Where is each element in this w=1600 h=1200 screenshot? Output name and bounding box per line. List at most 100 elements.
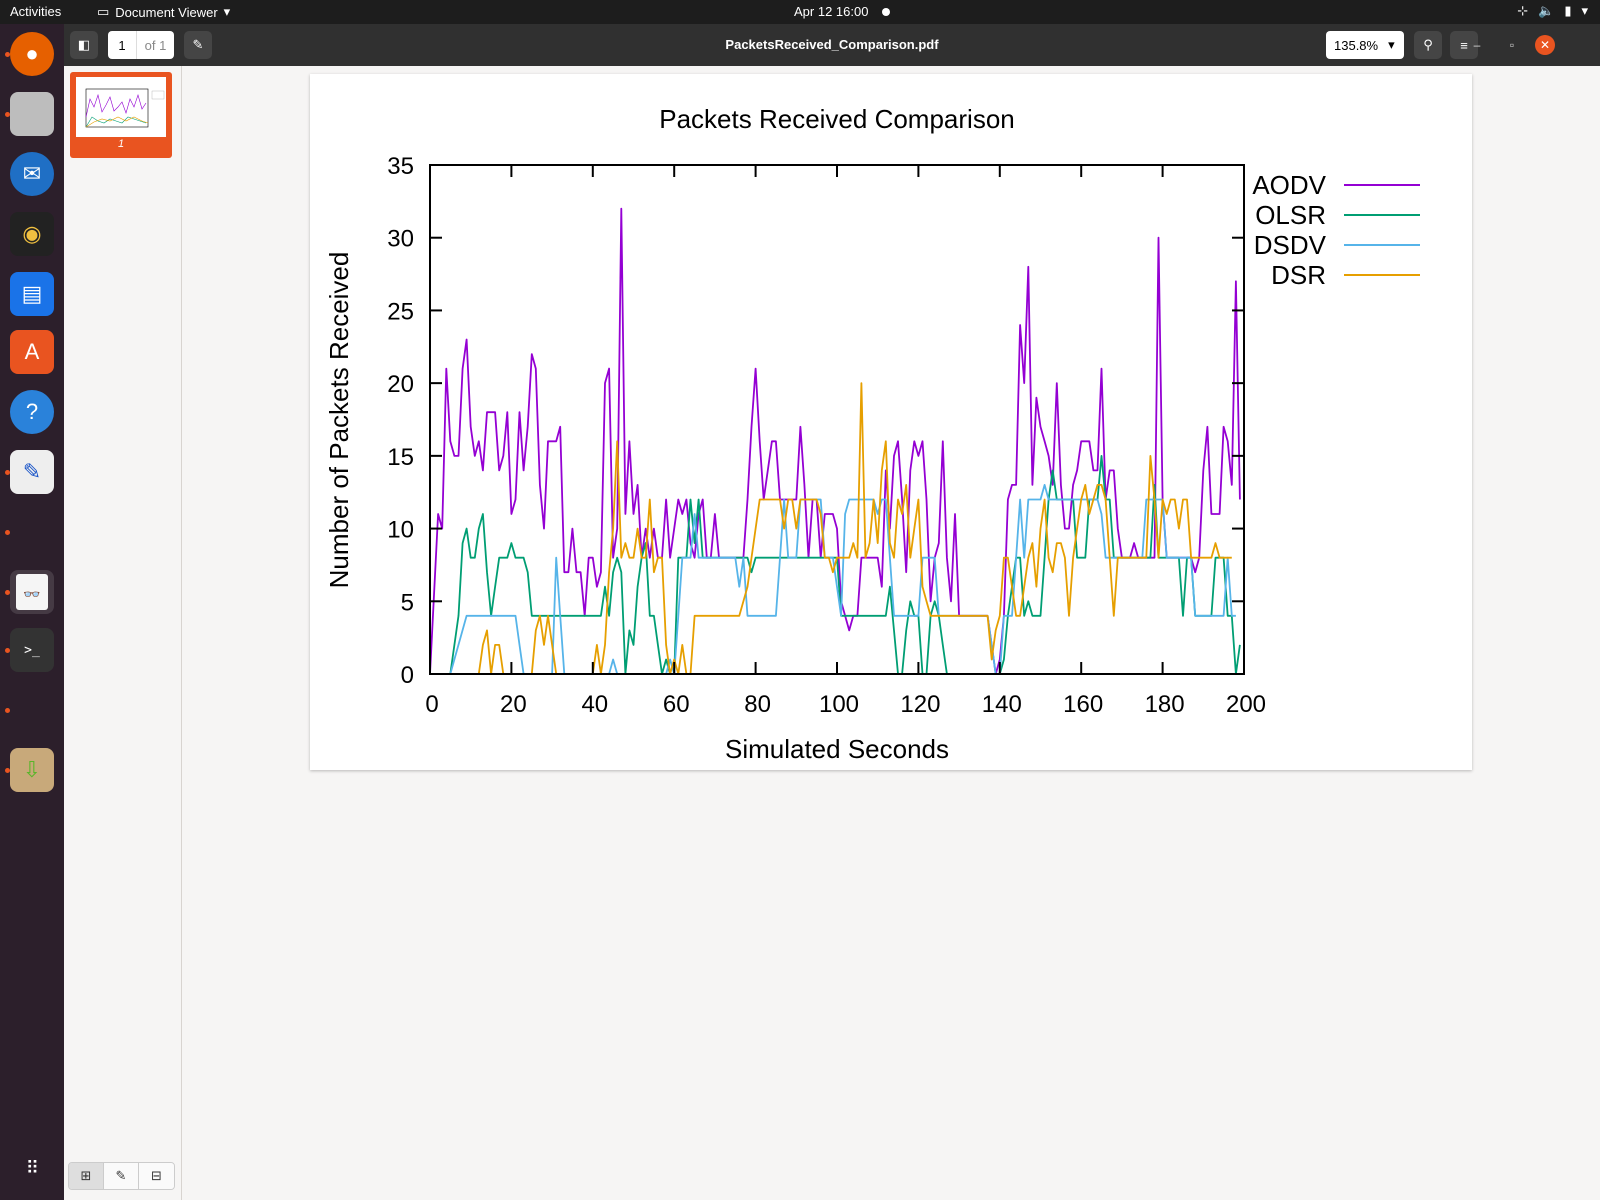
clock[interactable]: Apr 12 16:00: [794, 4, 869, 19]
y-tick-label: 10: [387, 517, 414, 544]
legend-label-dsr: DSR: [1271, 260, 1326, 290]
search-button[interactable]: ⚲: [1414, 31, 1442, 59]
top-bar: Activities ▭ Document Viewer ▾ Apr 12 16…: [0, 0, 1600, 24]
y-tick-label: 35: [387, 153, 414, 180]
rhythmbox-icon[interactable]: ◉: [10, 212, 54, 256]
running-indicator: [5, 590, 10, 595]
battery-icon: ▮: [1564, 3, 1572, 18]
x-tick-label: 0: [425, 691, 438, 718]
x-tick-label: 40: [581, 691, 608, 718]
y-tick-label: 5: [401, 589, 414, 616]
series-line-aodv: [429, 207, 1241, 675]
minimize-button[interactable]: –: [1473, 38, 1481, 52]
sidebar-toggle-button[interactable]: ◧: [70, 31, 98, 59]
help-icon[interactable]: ?: [10, 390, 54, 434]
page-count-label: of 1: [136, 31, 174, 59]
document-viewer-app-icon: ▭: [97, 4, 110, 19]
x-tick-label: 200: [1226, 691, 1266, 718]
x-tick-label: 80: [744, 691, 771, 718]
terminal-icon[interactable]: >_: [10, 628, 54, 672]
system-tray[interactable]: ⊹ 🔈 ▮ ▾: [1517, 3, 1588, 19]
firefox-icon[interactable]: ●: [10, 32, 54, 76]
files-icon[interactable]: [10, 92, 54, 136]
annotate-button[interactable]: ✎: [184, 31, 212, 59]
hamburger-icon: ≡: [1460, 37, 1468, 53]
header-bar: ◧ 1 of 1 ✎ PacketsReceived_Comparison.pd…: [64, 24, 1600, 66]
pdf-page: 0 20 40 60 80 100 120 140 160 180 200 0 5 10 15 20 25 30 3…: [310, 74, 1472, 770]
chart-title: Packets Received Comparison: [659, 104, 1015, 134]
sidebar-view-switcher: ⊞ ✎ ⊟: [68, 1162, 175, 1190]
running-indicator: [5, 648, 10, 653]
grid-icon: ⊞: [80, 1168, 92, 1183]
running-indicator: [5, 530, 10, 535]
legend-label-olsr: OLSR: [1255, 200, 1326, 230]
running-indicator: [5, 768, 10, 773]
legend-label-aodv: AODV: [1252, 170, 1326, 200]
bookmark-icon: ⊟: [151, 1168, 162, 1183]
y-tick-label: 0: [401, 662, 414, 689]
page-number-input[interactable]: 1: [108, 31, 136, 59]
thumbnail-page-label: 1: [117, 138, 125, 150]
y-axis-label: Number of Packets Received: [324, 252, 354, 589]
y-tick-label: 20: [387, 371, 414, 398]
document-area[interactable]: 0 20 40 60 80 100 120 140 160 180 200 0 5 10 15 20 25 30 3…: [182, 66, 1600, 1200]
running-indicator: [5, 708, 10, 713]
document-title: PacketsReceived_Comparison.pdf: [725, 37, 939, 52]
series-line-dsr: [430, 382, 1232, 675]
annotations-tab[interactable]: ✎: [104, 1163, 139, 1189]
x-tick-label: 140: [982, 691, 1022, 718]
document-viewer-icon[interactable]: 👓: [10, 570, 54, 614]
dock: ● ✉ ◉ ▤ A ? ✎ 👓 >_ ⇩ ⠿: [0, 24, 64, 1200]
menu-button[interactable]: ≡: [1450, 31, 1478, 59]
sidebar: 1 ⊞ ✎ ⊟: [64, 66, 182, 1200]
pencil-icon: ✎: [192, 37, 204, 52]
thumbnail-chart-icon: [85, 88, 165, 128]
plot-frame: [429, 164, 1245, 675]
network-icon: ⊹: [1517, 3, 1529, 18]
chevron-down-icon: ▾: [223, 4, 231, 19]
maximize-button[interactable]: ▫: [1509, 38, 1515, 52]
x-tick-label: 100: [819, 691, 859, 718]
activities-button[interactable]: Activities: [10, 4, 62, 19]
x-tick-label: 120: [900, 691, 940, 718]
chevron-down-icon: ▾: [1388, 37, 1395, 52]
page-thumbnail[interactable]: 1: [70, 72, 172, 158]
sidebar-icon: ◧: [77, 37, 91, 52]
close-button[interactable]: ✕: [1535, 35, 1555, 55]
show-apps-icon[interactable]: ⠿: [25, 1157, 39, 1178]
chart-lines: [429, 207, 1241, 675]
zoom-select[interactable]: 135.8% ▾: [1326, 31, 1404, 59]
bookmarks-tab[interactable]: ⊟: [139, 1163, 174, 1189]
x-tick-label: 180: [1145, 691, 1185, 718]
text-editor-icon[interactable]: ✎: [10, 450, 54, 494]
y-tick-label: 25: [387, 298, 414, 325]
notification-dot-icon: [882, 8, 890, 16]
volume-icon: 🔈: [1538, 3, 1555, 18]
running-indicator: [5, 112, 10, 117]
writer-icon[interactable]: ▤: [10, 272, 54, 316]
x-tick-label: 60: [663, 691, 690, 718]
search-icon: ⚲: [1423, 37, 1433, 52]
chart-ticks: 0 20 40 60 80 100 120 140 160 180 200 0 5 10 15 20 25 30 3…: [387, 153, 1266, 718]
running-indicator: [5, 52, 10, 57]
x-tick-label: 20: [500, 691, 527, 718]
edit-icon: ✎: [115, 1168, 127, 1183]
thumbnails-tab[interactable]: ⊞: [69, 1163, 104, 1189]
close-icon: ✕: [1539, 38, 1551, 52]
archive-icon[interactable]: ⇩: [10, 748, 54, 792]
y-tick-label: 15: [387, 444, 414, 471]
app-menu[interactable]: ▭ Document Viewer ▾: [97, 4, 230, 20]
app-center-icon[interactable]: A: [10, 330, 54, 374]
line-chart: 0 20 40 60 80 100 120 140 160 180 200 0 5 10 15 20 25 30 3…: [324, 104, 1420, 764]
thunderbird-icon[interactable]: ✉: [10, 152, 54, 196]
app-menu-label: Document Viewer: [115, 4, 218, 20]
chevron-down-icon: ▾: [1581, 3, 1588, 18]
x-axis-label: Simulated Seconds: [725, 734, 949, 764]
y-tick-label: 30: [387, 226, 414, 253]
running-indicator: [5, 470, 10, 475]
zoom-value: 135.8%: [1334, 37, 1379, 53]
legend-label-dsdv: DSDV: [1254, 230, 1327, 260]
x-tick-label: 160: [1063, 691, 1103, 718]
thumbnail-preview: [76, 77, 166, 137]
